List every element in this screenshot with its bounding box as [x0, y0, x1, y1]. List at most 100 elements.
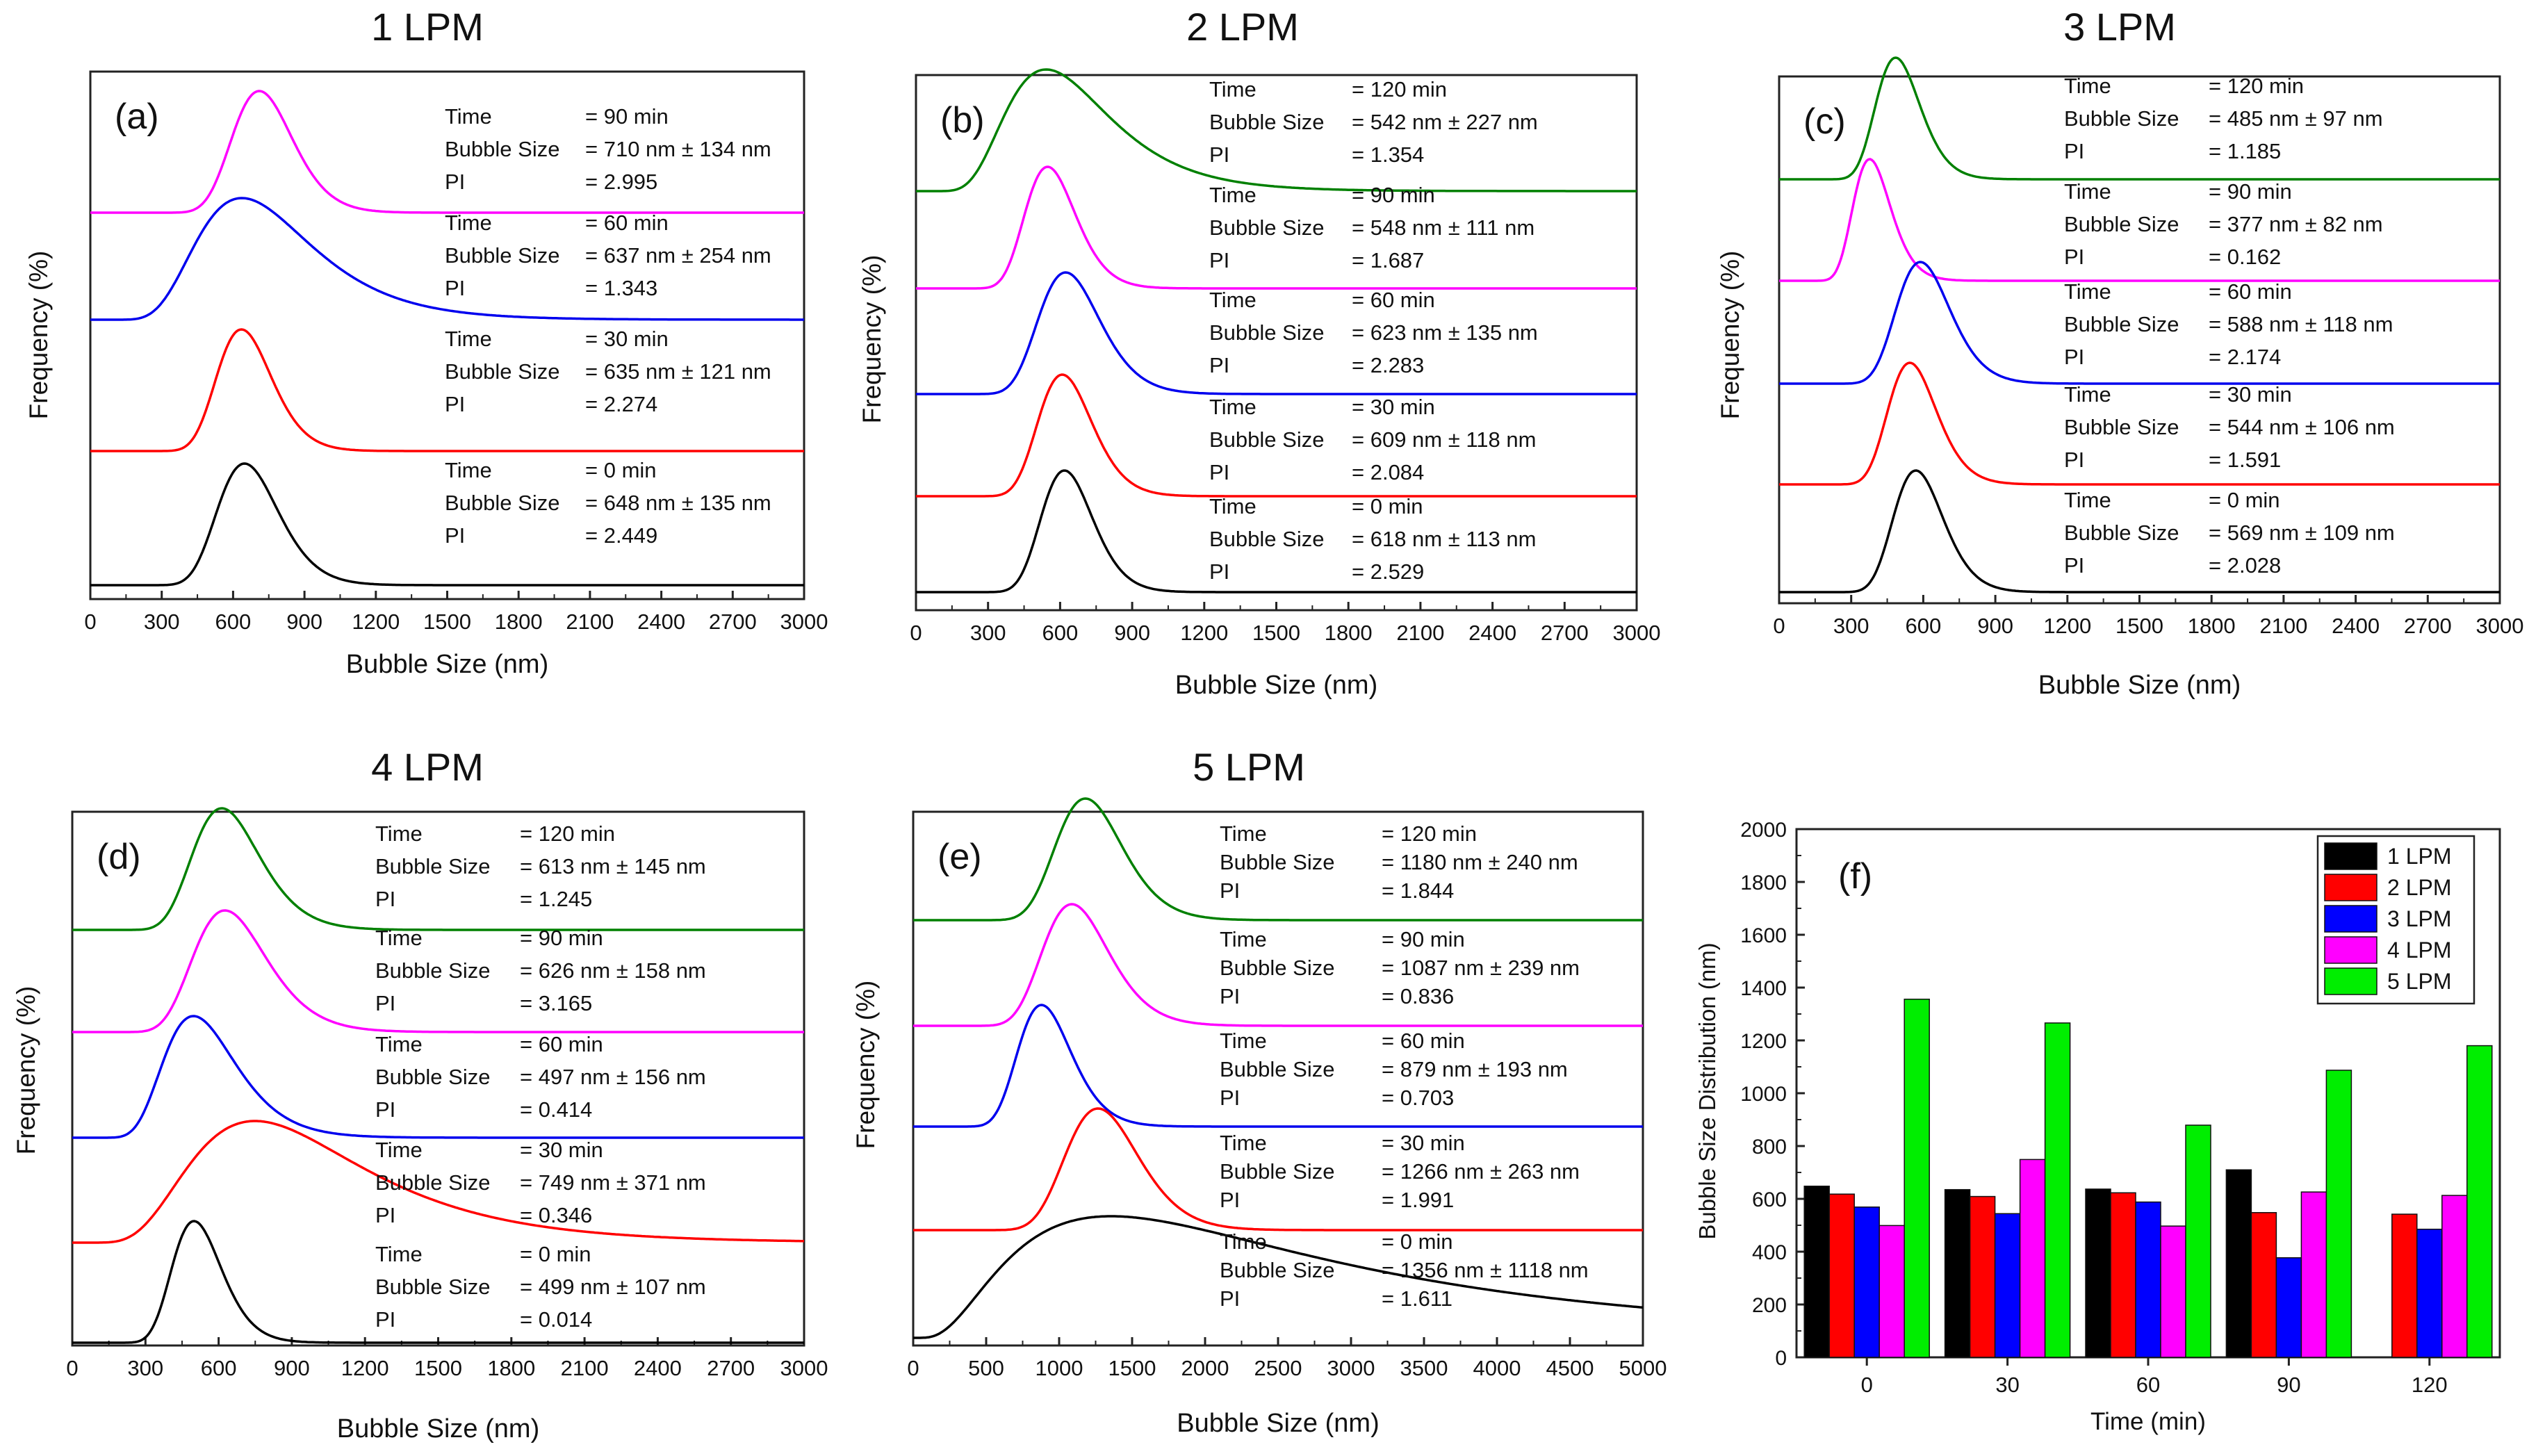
annotation-label: Time	[1220, 1131, 1267, 1155]
annotation-label: PI	[375, 1203, 395, 1227]
x-tick-label: 600	[1042, 621, 1079, 645]
annotation-label: Time	[2064, 74, 2111, 98]
annotation-value: = 0 min	[585, 458, 657, 482]
y-tick-label: 1600	[1740, 924, 1787, 947]
annotation-label: PI	[1220, 984, 1240, 1008]
annotation-value: = 2.274	[585, 392, 657, 416]
series-line	[1779, 469, 2500, 594]
annotation-label: Bubble Size	[1209, 320, 1324, 345]
y-axis-label: Frequency (%)	[851, 981, 880, 1150]
annotation-value: = 0 min	[1382, 1229, 1453, 1254]
x-tick-label: 1000	[1036, 1356, 1083, 1380]
annotation-value: = 2.529	[1352, 559, 1424, 584]
y-axis-label: Bubble Size Distribution (nm)	[1694, 942, 1720, 1239]
x-tick-label: 3000	[780, 1356, 828, 1380]
annotation-label: PI	[2064, 245, 2084, 269]
annotation-label: Bubble Size	[1220, 956, 1334, 980]
annotation-label: PI	[375, 991, 395, 1015]
annotation-value: = 60 min	[2209, 279, 2292, 304]
annotation-value: = 710 nm ± 134 nm	[585, 137, 771, 161]
bar	[1994, 1213, 2021, 1358]
annotation-value: = 90 min	[585, 104, 669, 129]
annotation-value: = 0 min	[520, 1242, 591, 1266]
annotation-label: Time	[375, 1242, 423, 1266]
y-tick-label: 0	[1775, 1347, 1787, 1370]
annotation-label: Bubble Size	[375, 1065, 490, 1089]
annotation-label: Bubble Size	[445, 491, 559, 515]
x-tick-label: 1200	[352, 610, 400, 634]
annotation-value: = 544 nm ± 106 nm	[2209, 415, 2395, 439]
legend-swatch	[2324, 967, 2377, 995]
panel-label: (d)	[97, 837, 141, 877]
x-tick-label: 600	[215, 610, 252, 634]
annotation-label: Bubble Size	[1209, 215, 1324, 240]
bar	[2325, 1070, 2352, 1358]
annotation-label: Time	[1220, 1029, 1267, 1053]
x-tick-label: 3000	[1613, 621, 1661, 645]
annotation-value: = 0.703	[1382, 1086, 1454, 1110]
annotation-value: = 0.162	[2209, 245, 2281, 269]
annotation-label: PI	[375, 1097, 395, 1122]
chart-panel-a: 1 LPM (a) 0 300 600 900 1200 1500 1800 2100 2400 27…	[24, 5, 828, 679]
x-tick-label: 1800	[487, 1356, 535, 1380]
annotation-label: PI	[2064, 553, 2084, 578]
annotation-label: Time	[445, 458, 492, 482]
x-axis-label: Bubble Size (nm)	[2038, 671, 2241, 700]
panel-label: (f)	[1838, 856, 1872, 897]
annotation-value: = 0.414	[520, 1097, 592, 1122]
series-line	[916, 373, 1637, 498]
annotation-value: = 569 nm ± 109 nm	[2209, 521, 2395, 545]
x-tick-label: 2100	[566, 610, 614, 634]
annotation-label: Bubble Size	[445, 359, 559, 384]
x-tick-label: 1200	[1180, 621, 1228, 645]
annotation-label: Time	[1220, 1229, 1267, 1254]
series-line	[913, 903, 1643, 1027]
bar	[1853, 1206, 1880, 1358]
x-tick-label: 2400	[634, 1356, 682, 1380]
x-tick-label: 2100	[2259, 614, 2307, 638]
x-tick-label: 2700	[1541, 621, 1589, 645]
chart-title: 1 LPM	[371, 5, 484, 49]
chart-panel-b: 2 LPM (b) 0 300 600 900 1200 1500 1800 2100 2400 27…	[858, 5, 1660, 700]
series-line	[72, 1015, 804, 1139]
x-tick-label: 2700	[707, 1356, 755, 1380]
x-tick-label: 1500	[1108, 1356, 1156, 1380]
annotation-value: = 30 min	[1352, 395, 1435, 419]
annotation-value: = 120 min	[1382, 821, 1477, 846]
x-tick-label: 300	[970, 621, 1006, 645]
y-axis-label: Frequency (%)	[1716, 251, 1744, 420]
annotation-value: = 542 nm ± 227 nm	[1352, 110, 1538, 134]
annotation-label: Bubble Size	[445, 137, 559, 161]
x-tick-label: 2000	[1181, 1356, 1229, 1380]
annotation-label: Time	[1209, 183, 1257, 207]
x-tick-label: 0	[84, 610, 96, 634]
annotation-value: = 1.185	[2209, 139, 2281, 163]
annotation-value: = 1.245	[520, 887, 592, 911]
x-tick-label: 600	[1906, 614, 1942, 638]
annotation-label: Bubble Size	[2064, 212, 2179, 236]
annotation-value: = 637 nm ± 254 nm	[585, 243, 771, 268]
x-tick-label: 3000	[1327, 1356, 1375, 1380]
annotation-value: = 30 min	[2209, 382, 2292, 407]
annotation-value: = 626 nm ± 158 nm	[520, 958, 706, 983]
x-tick-label: 2500	[1254, 1356, 1302, 1380]
x-tick-label: 1500	[414, 1356, 462, 1380]
annotation-label: PI	[445, 276, 465, 300]
x-tick-label: 2400	[1468, 621, 1516, 645]
annotation-value: = 90 min	[520, 926, 603, 950]
annotation-label: PI	[1209, 142, 1229, 167]
series-line	[913, 1107, 1643, 1232]
x-tick-label: 1200	[2043, 614, 2091, 638]
annotation-value: = 648 nm ± 135 nm	[585, 491, 771, 515]
annotation-label: Bubble Size	[2064, 312, 2179, 336]
series-line	[1779, 361, 2500, 486]
annotation-value: = 1180 nm ± 240 nm	[1382, 850, 1578, 874]
annotation-label: PI	[2064, 448, 2084, 472]
annotation-label: PI	[1209, 353, 1229, 377]
x-tick-label: 2700	[2404, 614, 2452, 638]
y-tick-label: 1800	[1740, 872, 1787, 894]
series-line	[72, 807, 804, 931]
x-tick-label: 2100	[1396, 621, 1444, 645]
x-tick-label: 3000	[2476, 614, 2524, 638]
annotation-label: PI	[1220, 878, 1240, 903]
